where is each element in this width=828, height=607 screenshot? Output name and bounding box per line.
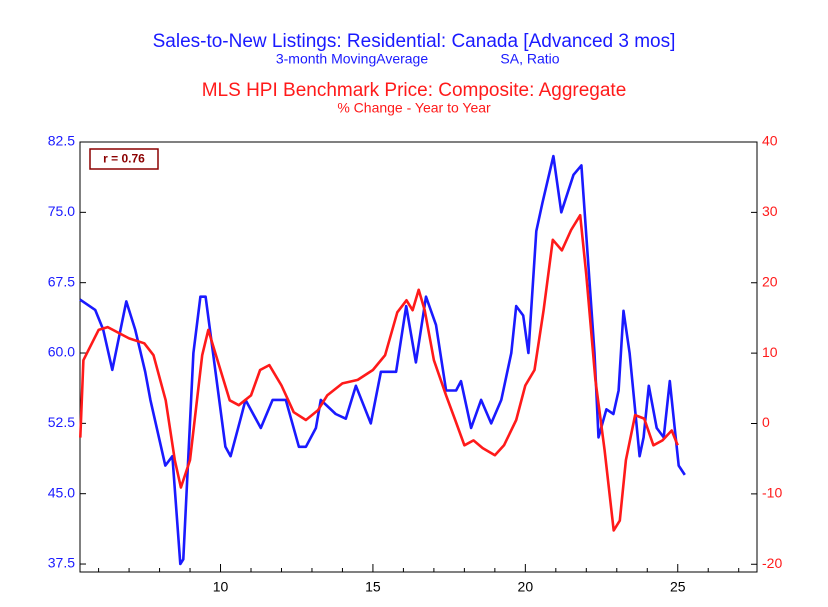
x-tick-label: 20 [518, 579, 534, 595]
y-tick-label: 60.0 [48, 344, 75, 360]
series-line [79, 154, 686, 566]
x-tick-label: 25 [670, 579, 686, 595]
y2-tick-label: -10 [762, 485, 782, 501]
x-tick-label: 15 [365, 579, 381, 595]
chart-subtitle: 3-month MovingAverage [276, 51, 428, 67]
annotation-box [89, 148, 159, 170]
y-tick-label: 82.5 [48, 133, 75, 149]
y2-tick-label: 30 [762, 203, 778, 219]
y-tick-label: 52.5 [48, 414, 75, 430]
y2-tick-label: 20 [762, 273, 778, 289]
chart-title-2: MLS HPI Benchmark Price: Composite: Aggr… [202, 80, 627, 101]
y-tick-label: 37.5 [48, 555, 75, 571]
x-tick-label: 10 [213, 579, 229, 595]
chart-subtitle: SA, Ratio [500, 51, 559, 67]
y-tick-label: 67.5 [48, 273, 75, 289]
y2-tick-label: 40 [762, 133, 778, 149]
y2-tick-label: -20 [762, 555, 782, 571]
plot-frame [79, 141, 758, 573]
y-tick-label: 75.0 [48, 203, 75, 219]
y2-tick-label: 10 [762, 344, 778, 360]
y2-tick-label: 0 [762, 414, 770, 430]
chart-subtitle-2: % Change - Year to Year [337, 100, 491, 116]
chart-title: Sales-to-New Listings: Residential: Cana… [153, 31, 676, 52]
series-line [79, 213, 679, 532]
annotation: r = 0.76 [103, 152, 145, 166]
y-tick-label: 45.0 [48, 484, 75, 500]
